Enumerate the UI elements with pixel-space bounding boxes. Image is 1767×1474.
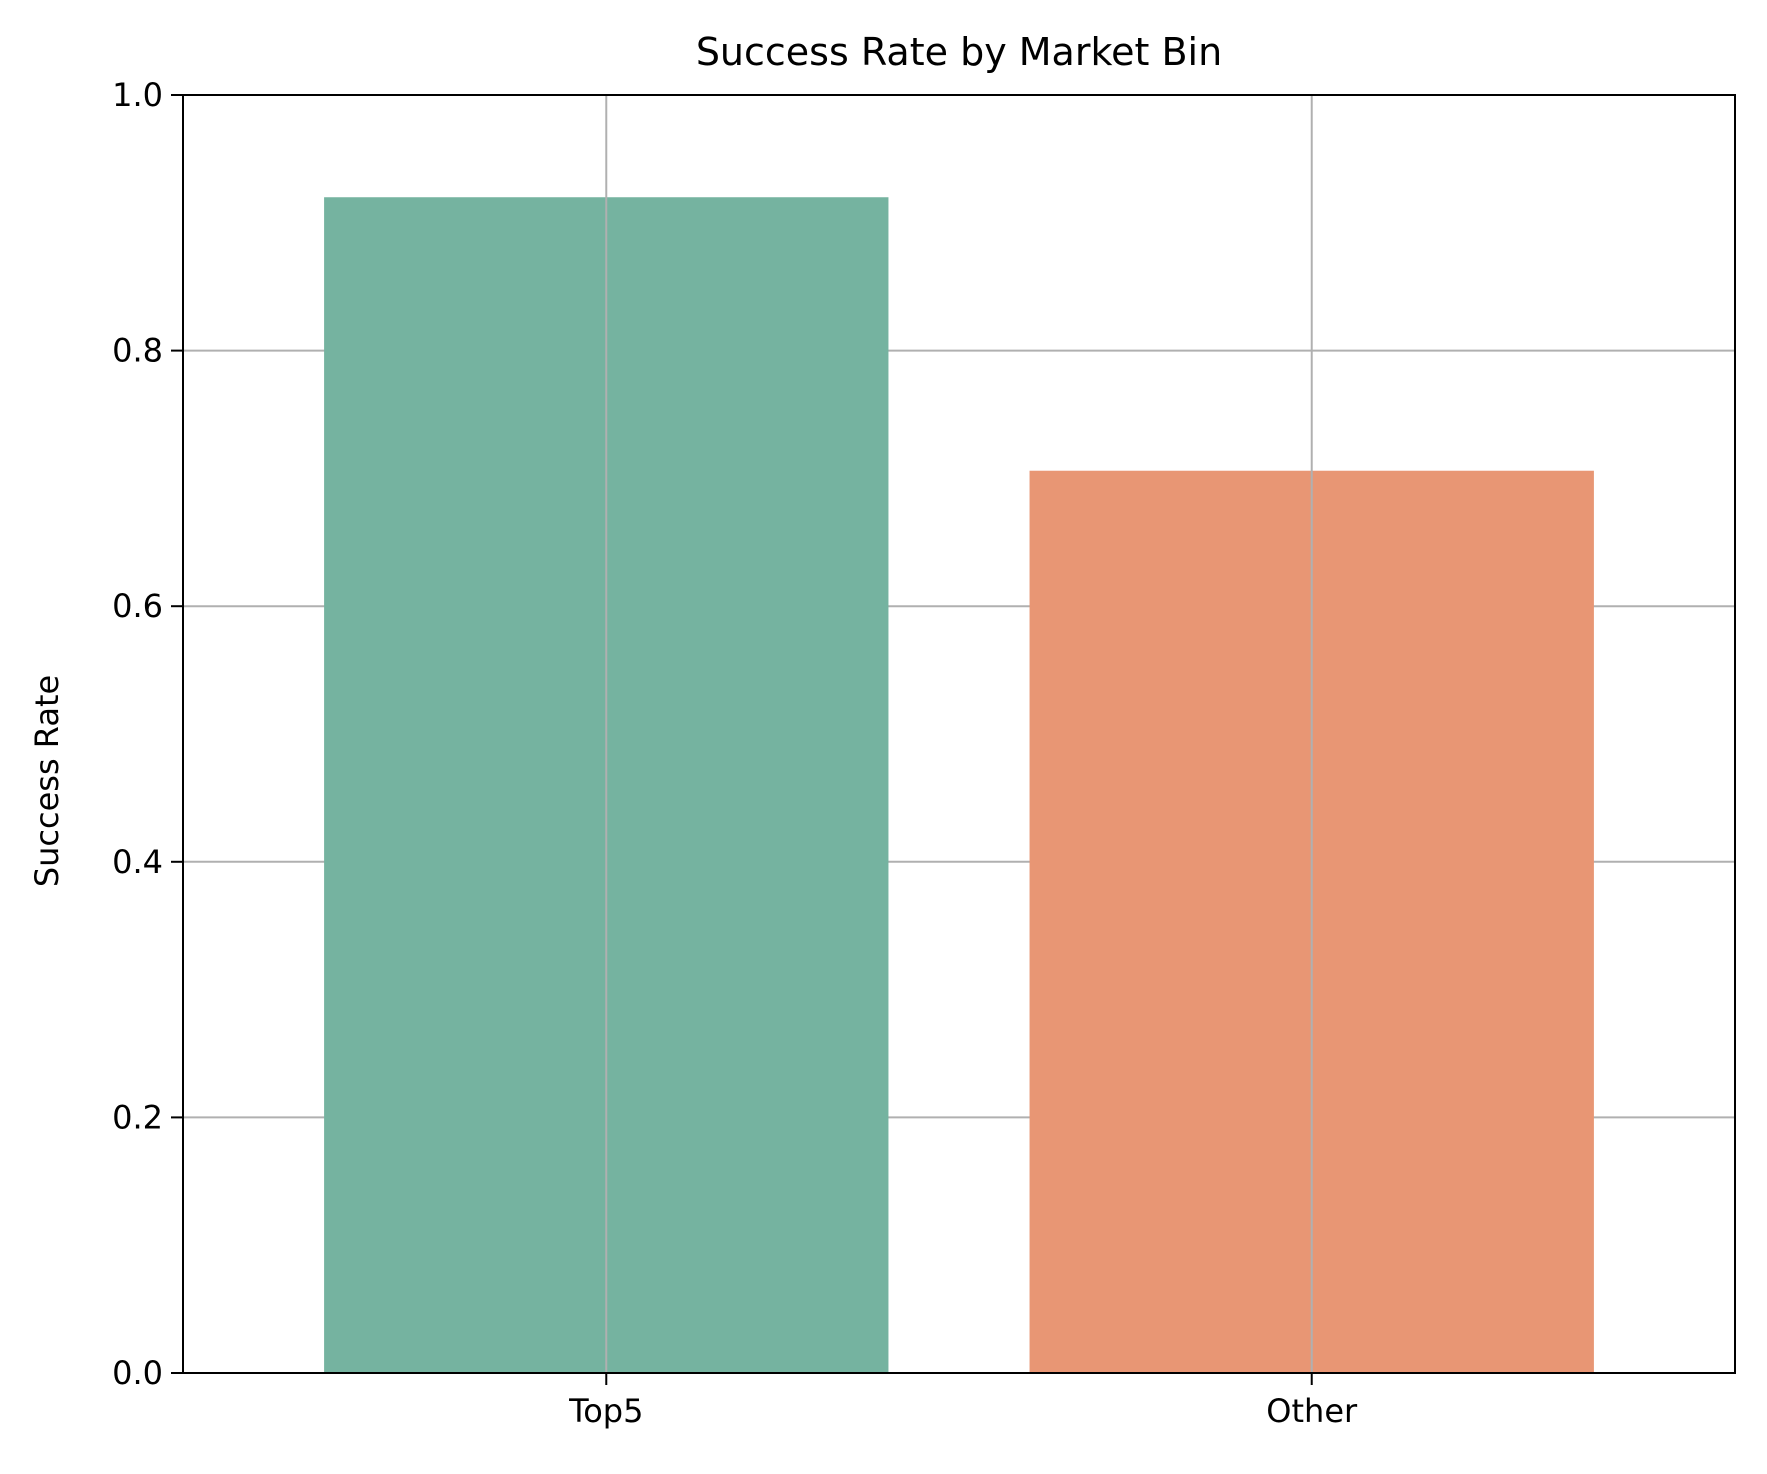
y-axis-label: Success Rate: [28, 675, 66, 887]
chart-title: Success Rate by Market Bin: [696, 30, 1222, 74]
y-tick-label: 0.8: [112, 332, 163, 370]
x-tick-label: Top5: [568, 1392, 643, 1430]
y-tick-label: 0.6: [112, 587, 163, 625]
y-tick-label: 0.4: [112, 843, 163, 881]
x-tick-label: Other: [1266, 1392, 1358, 1430]
y-tick-label: 0.2: [112, 1098, 163, 1136]
y-tick-label: 1.0: [112, 76, 163, 114]
y-tick-label: 0.0: [112, 1354, 163, 1392]
